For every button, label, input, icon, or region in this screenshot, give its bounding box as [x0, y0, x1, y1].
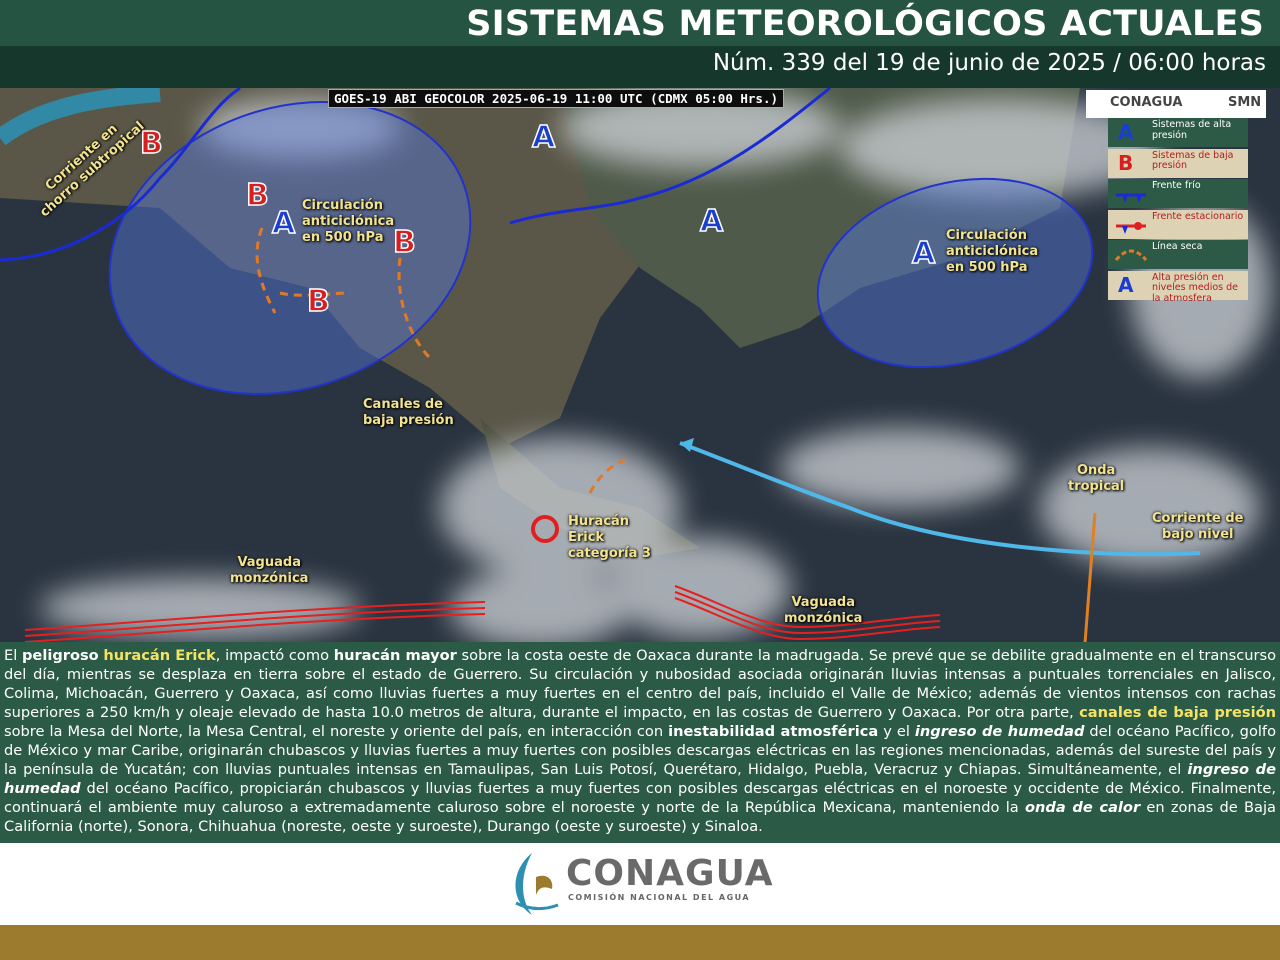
legend-item: Frente frío — [1108, 179, 1248, 208]
map-label: Canales de baja presión — [363, 397, 454, 429]
footer-bar — [0, 925, 1280, 960]
subtitle-band: Núm. 339 del 19 de junio de 2025 / 06:00… — [0, 46, 1280, 88]
legend-item: B Sistemas de baja presión — [1108, 148, 1248, 178]
map-label-line: tropical — [1068, 479, 1125, 494]
pressure-center: B — [139, 125, 163, 162]
map-label-line: monzónica — [784, 611, 863, 626]
bulletin-segment: ingreso de humedad — [914, 723, 1085, 740]
logo-box: CONAGUA SMN — [1086, 90, 1266, 118]
map-label-line: en 500 hPa — [302, 230, 384, 245]
bulletin-segment: en zonas de Baja California (norte), Son… — [4, 799, 1276, 835]
legend-item: Frente estacionario — [1108, 209, 1248, 239]
bulletin-segment: y el — [878, 723, 915, 740]
map-label-line: Canales de — [363, 397, 443, 412]
satellite-label: GOES-19 ABI GEOCOLOR 2025-06-19 11:00 UT… — [328, 89, 785, 108]
legend-item: A Sistemas de alta presión — [1108, 118, 1248, 147]
legend-label: Alta presión en niveles medios de la atm… — [1152, 271, 1239, 304]
map-label-line: Erick — [568, 530, 605, 545]
bulletin-segment: ingreso de humedad — [4, 761, 1276, 797]
map-label-line: Huracán — [568, 514, 630, 529]
legend-label: Frente estacionario — [1152, 210, 1244, 222]
map-label-line: Onda — [1076, 463, 1116, 478]
logo-smn: SMN — [1228, 95, 1262, 110]
map-label-line: en 500 hPa — [946, 260, 1028, 275]
legend-label: Frente frío — [1152, 180, 1201, 191]
legend-item: Línea seca — [1108, 240, 1248, 269]
pressure-center: B — [392, 224, 416, 261]
map-label-line: Circulación — [302, 198, 383, 213]
map-label-line: Vaguada — [237, 555, 301, 570]
bulletin-segment: sobre la costa oeste de Oaxaca durante l… — [4, 647, 1277, 721]
map-label-line: anticiclónica — [946, 244, 1039, 259]
pressure-center: B — [306, 283, 330, 320]
legend-label: Línea seca — [1152, 241, 1203, 252]
map-label: Onda tropical — [1068, 463, 1124, 495]
subtitle: Núm. 339 del 19 de junio de 2025 / 06:00… — [712, 50, 1266, 76]
map-label-line: categoría 3 — [568, 546, 651, 561]
bulletin-segment: peligroso — [21, 647, 99, 664]
bulletin-segment: del océano Pacífico, golfo de México y m… — [4, 723, 1276, 778]
pressure-center: A — [699, 203, 724, 240]
map-label: Corriente de bajo nivel — [1152, 511, 1244, 543]
bulletin-segment: canales de baja presión — [1079, 704, 1276, 721]
map-label: Vaguada monzónica — [230, 555, 308, 587]
bulletin-segment: onda de calor — [1024, 799, 1141, 816]
logo-conagua: CONAGUA — [1110, 95, 1183, 110]
title: SISTEMAS METEOROLÓGICOS ACTUALES — [466, 4, 1264, 44]
bulletin-segment: del océano Pacífico, propiciarán chubasc… — [4, 780, 1276, 816]
bulletin-segment: inestabilidad atmosférica — [668, 723, 879, 740]
map-label: Circulación anticiclónica en 500 hPa — [946, 228, 1038, 276]
pressure-center: A — [271, 205, 296, 242]
legend-item: A Alta presión en niveles medios de la at… — [1108, 270, 1248, 303]
bulletin-segment: huracán mayor — [333, 647, 457, 664]
bulletin-segment: , impactó como — [215, 647, 334, 664]
map-label-line: baja presión — [363, 413, 454, 428]
legend-symbol: A — [1118, 120, 1134, 144]
map: GOES-19 ABI GEOCOLOR 2025-06-19 11:00 UT… — [0, 88, 1280, 642]
map-label-line: Circulación — [946, 228, 1027, 243]
bulletin-segment: El — [4, 647, 22, 664]
bulletin-text: El peligroso huracán Erick, impactó como… — [0, 642, 1280, 836]
legend-symbol: B — [1118, 150, 1134, 175]
map-label-line: Corriente de — [1152, 511, 1244, 526]
bulletin: El peligroso huracán Erick, impactó como… — [0, 642, 1280, 843]
map-label-line: Vaguada — [791, 595, 855, 610]
pressure-center: A — [531, 119, 556, 156]
map-label-line: bajo nivel — [1162, 527, 1234, 542]
footer-logo-icon — [515, 853, 559, 915]
map-label: Vaguada monzónica — [784, 595, 862, 627]
map-label-line: anticiclónica — [302, 214, 395, 229]
bulletin-segment: huracán Erick — [103, 647, 216, 664]
map-label: Circulación anticiclónica en 500 hPa — [302, 198, 394, 246]
pressure-center: A — [911, 235, 936, 272]
footer-brand: CONAGUA — [566, 853, 774, 894]
legend-symbol: A — [1118, 272, 1134, 297]
header: SISTEMAS METEOROLÓGICOS ACTUALES Núm. 33… — [0, 0, 1280, 88]
footer: CONAGUA COMISIÓN NACIONAL DEL AGUA — [0, 843, 1280, 925]
map-label: Huracán Erick categoría 3 — [568, 514, 651, 562]
map-graphics — [0, 88, 1280, 642]
bulletin-segment: sobre la Mesa del Norte, la Mesa Central… — [4, 723, 669, 740]
pressure-center: B — [245, 177, 269, 214]
legend: A Sistemas de alta presión B Sistemas de ba… — [1108, 118, 1248, 303]
legend-label: Sistemas de baja presión — [1152, 149, 1234, 171]
map-label-line: monzónica — [230, 571, 309, 586]
footer-tagline: COMISIÓN NACIONAL DEL AGUA — [568, 893, 751, 902]
legend-label: Sistemas de alta presión — [1152, 119, 1232, 141]
